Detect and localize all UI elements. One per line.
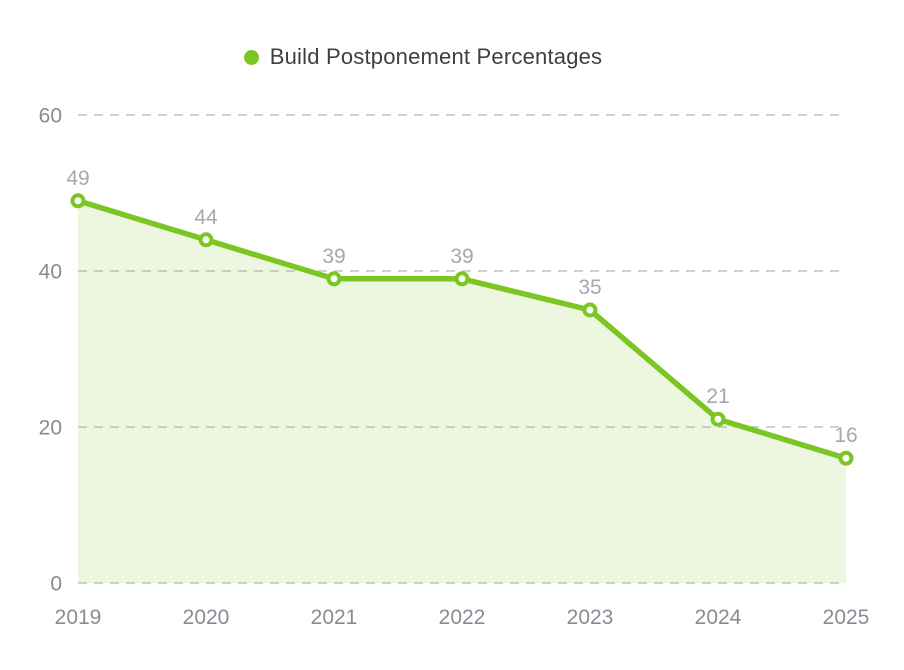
x-tick-label: 2022	[439, 606, 486, 629]
y-tick-label: 60	[39, 105, 62, 128]
data-point-value-label: 35	[578, 276, 601, 299]
data-point-value-label: 44	[194, 206, 218, 229]
x-tick-label: 2020	[183, 606, 230, 629]
data-point-marker	[582, 302, 598, 318]
x-tick-label: 2021	[311, 606, 358, 629]
data-point-marker	[70, 193, 86, 209]
data-point-value-label: 16	[834, 424, 857, 447]
legend-marker-icon	[243, 49, 259, 65]
data-point-value-label: 49	[66, 167, 89, 190]
legend-label: Build Postponement Percentages	[269, 44, 603, 69]
data-point-marker	[838, 450, 854, 466]
chart-legend[interactable]: Build Postponement Percentages	[0, 44, 846, 70]
y-tick-label: 0	[50, 573, 62, 596]
y-tick-label: 40	[39, 261, 62, 284]
x-tick-label: 2019	[55, 606, 102, 629]
y-tick-label: 20	[39, 417, 62, 440]
x-tick-label: 2023	[567, 606, 614, 629]
data-point-marker	[710, 411, 726, 427]
series-area-fill	[78, 200, 846, 584]
x-tick-label: 2024	[695, 606, 742, 629]
data-point-value-label: 39	[450, 245, 473, 268]
data-point-value-label: 39	[322, 245, 345, 268]
data-point-marker	[454, 271, 470, 287]
x-tick-label: 2025	[823, 606, 870, 629]
data-point-marker	[198, 232, 214, 248]
data-point-marker	[326, 271, 342, 287]
data-point-value-label: 21	[706, 385, 729, 408]
